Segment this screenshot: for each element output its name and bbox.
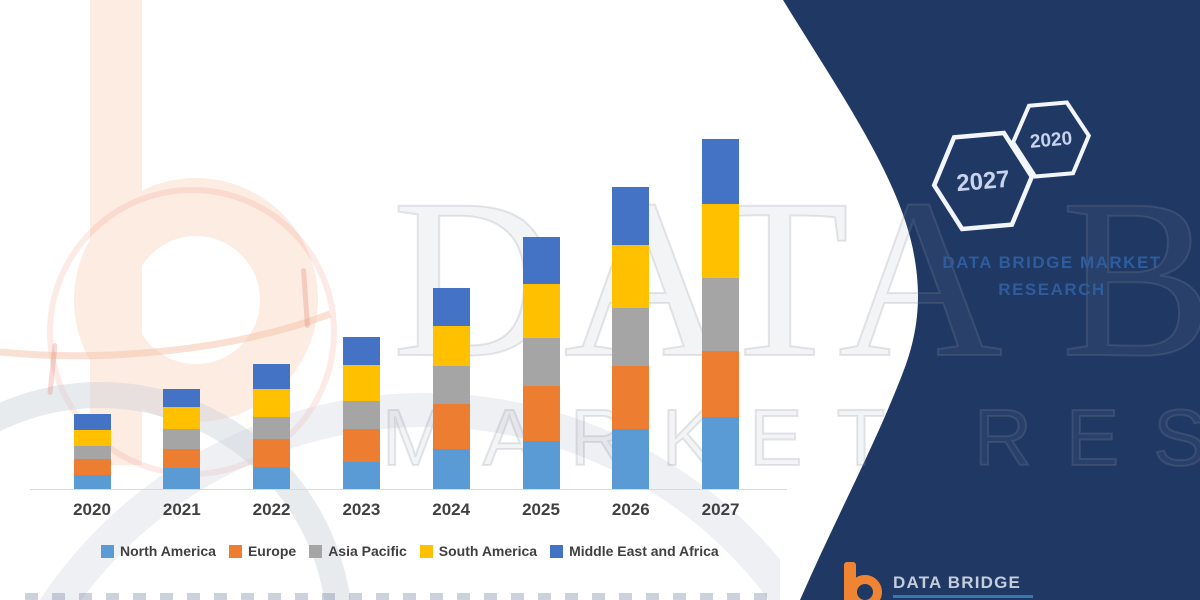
bar-segment-2022 <box>253 439 291 467</box>
bar-segment-2024 <box>432 326 470 366</box>
bar-segment-2022 <box>253 467 291 489</box>
bar-segment-2022 <box>253 364 291 389</box>
footer-logo: DATA BRIDGE <box>840 555 1180 600</box>
bar-segment-2024 <box>432 366 470 404</box>
bar-segment-2026 <box>612 429 650 489</box>
bar-segment-2020 <box>73 446 111 459</box>
bar-segment-2023 <box>342 365 380 401</box>
bar-segment-2022 <box>253 389 291 417</box>
hexagon-2027: 2027 <box>931 130 1035 232</box>
bar-segment-2025 <box>522 284 560 338</box>
side-panel-background <box>783 0 1200 600</box>
bar-segment-2026 <box>612 366 650 429</box>
hexagon-2020-year: 2020 <box>1029 128 1073 153</box>
legend-item: Middle East and Africa <box>550 543 719 559</box>
swirl-watermark <box>0 382 780 600</box>
bar-segment-2021 <box>163 389 201 407</box>
legend-item: South America <box>419 543 538 559</box>
chart-legend: North America Europe Asia Pacific South Ame… <box>101 543 719 559</box>
bar-segment-2025 <box>522 237 560 284</box>
legend-label: North America <box>120 543 216 559</box>
bar-segment-2027 <box>702 417 740 489</box>
bar-segment-2024 <box>432 449 470 489</box>
logo-underline <box>893 595 1033 598</box>
stacked-bar-chart: 2020 2021 2022 2023 2024 2025 2026 2027 <box>30 139 787 519</box>
x-axis-label: 2023 <box>342 500 381 519</box>
bar-segment-2024 <box>432 288 470 326</box>
bar-segment-2022 <box>253 417 291 439</box>
bar-segment-2026 <box>612 187 650 245</box>
legend-item: North America <box>101 543 216 559</box>
bar-segment-2020 <box>73 459 111 475</box>
x-axis-line <box>30 489 787 490</box>
x-axis-label: 2020 <box>73 500 111 519</box>
legend-swatch-icon <box>309 544 323 558</box>
x-axis-label: 2025 <box>522 500 560 519</box>
legend-item: Europe <box>228 543 297 559</box>
side-panel-content: 2027 2020 DATA BRIDGE MARKET RESEARCH DA… <box>780 0 1200 600</box>
bar-segment-2026 <box>612 308 650 366</box>
bar-segment-2021 <box>163 468 201 489</box>
logo-wordmark: DATA BRIDGE <box>893 573 1022 592</box>
brand-line2: RESEARCH <box>998 280 1106 299</box>
x-axis-label: 2027 <box>701 500 740 519</box>
bar-segment-2020 <box>73 430 111 446</box>
bar-segment-2024 <box>432 404 470 449</box>
x-axis-label: 2022 <box>252 500 291 519</box>
bar-segment-2025 <box>522 386 560 441</box>
hexagon-2020: 2020 <box>1010 100 1092 179</box>
logo-b-icon <box>848 575 882 600</box>
legend-label: Asia Pacific <box>328 543 407 559</box>
bar-segment-2026 <box>612 245 650 308</box>
bar-segment-2023 <box>342 401 380 429</box>
legend-swatch-icon <box>419 544 433 558</box>
bar-segment-2027 <box>702 204 740 278</box>
bar-segment-2021 <box>163 429 201 449</box>
bar-segment-2020 <box>73 475 111 489</box>
bar-segment-2021 <box>163 407 201 429</box>
x-axis-label: 2021 <box>162 500 201 519</box>
bar-segment-2027 <box>702 139 740 204</box>
bar-segment-2025 <box>522 338 560 386</box>
bar-segment-2027 <box>702 351 740 417</box>
bar-segment-2027 <box>702 278 740 351</box>
bar-segment-2023 <box>342 462 380 489</box>
legend-item: Asia Pacific <box>309 543 407 559</box>
hexagon-2027-year: 2027 <box>955 166 1011 198</box>
brand-line1: DATA BRIDGE MARKET <box>942 253 1162 272</box>
cutoff-text-row <box>25 593 770 600</box>
bar-segment-2021 <box>163 449 201 468</box>
x-axis-label: 2024 <box>432 500 471 519</box>
legend-label: South America <box>438 543 538 559</box>
legend-label: Europe <box>247 543 297 559</box>
bar-segment-2025 <box>522 441 560 489</box>
legend-label: Middle East and Africa <box>569 543 719 559</box>
bar-segment-2020 <box>73 414 111 430</box>
legend-swatch-icon <box>228 544 242 558</box>
bar-segment-2023 <box>342 337 380 365</box>
legend-swatch-icon <box>101 544 114 558</box>
brand-name: DATA BRIDGE MARKET RESEARCH <box>902 249 1200 303</box>
x-axis-label: 2026 <box>611 500 650 519</box>
bar-segment-2023 <box>342 429 380 462</box>
legend-swatch-icon <box>550 544 564 558</box>
